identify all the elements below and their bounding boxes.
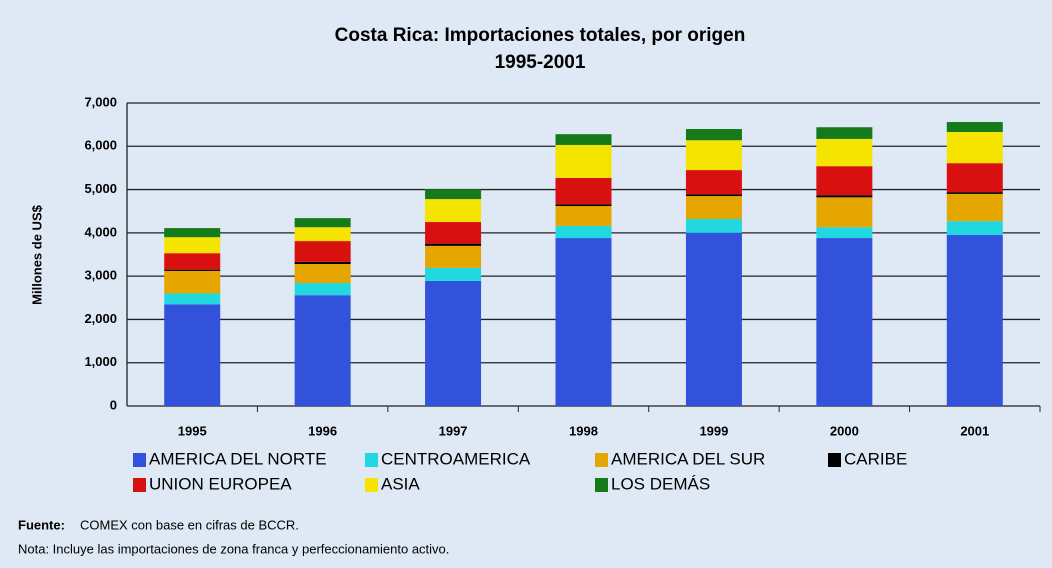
bar-segment (685, 140, 742, 171)
bar-segment (816, 195, 873, 198)
legend-swatch (133, 478, 146, 492)
x-tick-label: 1999 (699, 423, 728, 438)
bar-segment (555, 144, 612, 178)
bar-segment (816, 238, 873, 406)
legend-label: AMERICA DEL SUR (611, 449, 765, 468)
bar-segment (685, 128, 742, 141)
bar-segment (946, 193, 1003, 222)
bar-segment (294, 261, 351, 265)
legend-swatch (365, 478, 378, 492)
bar-segment (294, 295, 351, 406)
bar-segment (816, 227, 873, 239)
x-tick-label: 2001 (960, 423, 989, 438)
bar-segment (555, 204, 612, 207)
bar-segment (685, 219, 742, 233)
bar-segment (294, 241, 351, 262)
bar-segment (685, 170, 742, 195)
bar-segment (946, 192, 1003, 194)
source: COMEX con base en cifras de BCCR. (80, 517, 299, 532)
y-tick-label: 5,000 (84, 181, 117, 196)
x-tick-label: 1998 (569, 423, 598, 438)
legend-swatch (133, 453, 146, 467)
bar-segment (946, 163, 1003, 193)
y-tick-label: 3,000 (84, 268, 117, 283)
bar-segment (425, 280, 482, 406)
bar-segment (685, 196, 742, 220)
chart-title: Costa Rica: Importaciones totales, por o… (335, 25, 746, 46)
x-tick-label: 1995 (178, 423, 207, 438)
bar-segment (555, 177, 612, 205)
bar-segment (425, 199, 482, 223)
bar-segment (946, 122, 1003, 133)
legend-swatch (828, 453, 841, 467)
x-tick-label: 2000 (830, 423, 859, 438)
legend-label: AMERICA DEL NORTE (149, 449, 327, 468)
legend-label: LOS DEMÁS (611, 474, 710, 493)
bar-segment (555, 134, 612, 145)
y-tick-label: 6,000 (84, 138, 117, 153)
y-axis-label: Millones de US$ (29, 204, 44, 304)
bar-segment (164, 304, 221, 406)
bar-segment (946, 235, 1003, 406)
legend-swatch (595, 453, 608, 467)
bar-segment (425, 267, 482, 281)
y-tick-label: 0 (110, 397, 117, 412)
legend-label: UNION EUROPEA (149, 474, 292, 493)
bar-segment (816, 138, 873, 167)
y-tick-label: 7,000 (84, 94, 117, 109)
bar-segment (294, 227, 351, 242)
legend-label: CENTROAMERICA (381, 449, 531, 468)
bar-segment (685, 232, 742, 406)
legend-label: ASIA (381, 474, 420, 493)
bar-segment (294, 264, 351, 284)
y-tick-label: 1,000 (84, 354, 117, 369)
bar-segment (294, 283, 351, 296)
bar-segment (425, 222, 482, 244)
bar-segment (816, 197, 873, 228)
bar-segment (555, 206, 612, 226)
chart-subtitle: 1995-2001 (495, 52, 586, 73)
legend-swatch (365, 453, 378, 467)
legend-swatch (595, 478, 608, 492)
bar-segment (294, 218, 351, 228)
bar-segment (425, 189, 482, 200)
bar-segment (164, 237, 221, 254)
bar-segment (164, 228, 221, 238)
bar-segment (946, 132, 1003, 164)
bar-segment (425, 243, 482, 246)
source-label: Fuente: (18, 517, 65, 532)
x-tick-label: 1997 (439, 423, 468, 438)
note: Nota: Incluye las importaciones de zona … (18, 541, 449, 556)
bar-segment (425, 245, 482, 268)
bar-segment (164, 253, 221, 270)
bar-segment (816, 166, 873, 196)
bar-segment (946, 221, 1003, 236)
bar-segment (685, 194, 742, 197)
bar-segment (816, 127, 873, 139)
bar-segment (164, 269, 221, 271)
bar-segment (164, 293, 221, 305)
bar-segment (555, 238, 612, 406)
bar-segment (555, 225, 612, 239)
y-tick-label: 4,000 (84, 224, 117, 239)
bar-segment (164, 270, 221, 294)
x-tick-label: 1996 (308, 423, 337, 438)
legend-label: CARIBE (844, 449, 907, 468)
y-tick-label: 2,000 (84, 311, 117, 326)
